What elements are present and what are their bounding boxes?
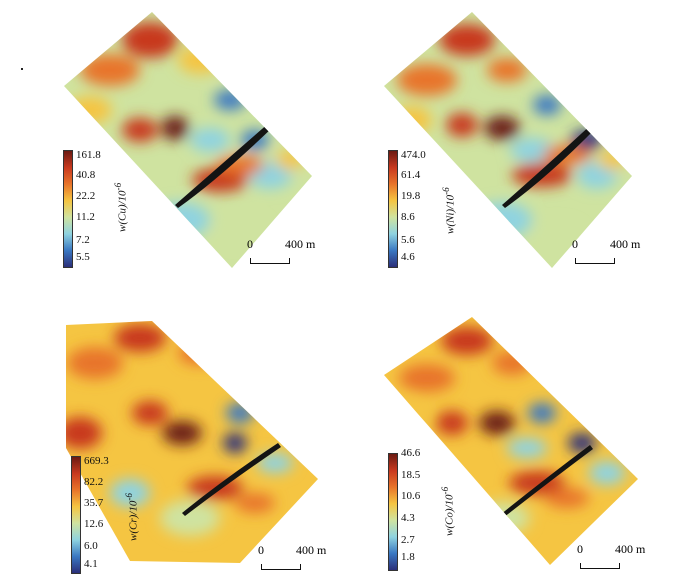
co-tick-3: 10.6 [401, 490, 421, 502]
panel-cr: 669.3 82.2 35.7 12.6 6.0 4.1 w(Cr)/10-6 … [0, 293, 341, 586]
cr-colorbar [71, 456, 81, 574]
cr-tick-3: 35.7 [84, 497, 104, 509]
ni-tick-4: 8.6 [401, 211, 415, 223]
panel-cu: 161.8 40.8 22.2 11.2 7.2 5.5 w(Cu)/10-6 … [0, 0, 341, 293]
cr-tick-2: 82.2 [84, 476, 104, 488]
stray-dot [21, 68, 23, 70]
ni-colorbar [388, 150, 398, 268]
cu-tick-3: 22.2 [76, 190, 96, 202]
cu-tick-5: 7.2 [76, 234, 90, 246]
cu-tick-1: 161.8 [76, 149, 101, 161]
cu-colorbar-title: w(Cu)/10-6 [113, 182, 129, 232]
co-colorbar-title: w(Co)/10-6 [440, 486, 456, 536]
ni-tick-3: 19.8 [401, 190, 421, 202]
cu-colorbar [63, 150, 73, 268]
cr-colorbar-title: w(Cr)/10-6 [124, 493, 140, 541]
ni-tick-6: 4.6 [401, 251, 415, 263]
ni-tick-5: 5.6 [401, 234, 415, 246]
co-tick-4: 4.3 [401, 512, 415, 524]
cu-tick-4: 11.2 [76, 211, 95, 223]
ni-colorbar-title: w(Ni)/10-6 [441, 187, 457, 234]
cu-tick-6: 5.5 [76, 251, 90, 263]
panel-co: 46.6 18.5 10.6 4.3 2.7 1.8 w(Co)/10-6 0 … [342, 293, 683, 586]
cr-tick-6: 4.1 [84, 558, 98, 570]
co-anomaly-map [384, 317, 638, 565]
co-colorbar [388, 453, 398, 571]
cu-tick-2: 40.8 [76, 169, 96, 181]
cr-anomaly-map [66, 321, 318, 563]
cr-tick-4: 12.6 [84, 518, 104, 530]
co-tick-1: 46.6 [401, 447, 421, 459]
cr-tick-1: 669.3 [84, 455, 109, 467]
ni-tick-2: 61.4 [401, 169, 421, 181]
panel-ni: 474.0 61.4 19.8 8.6 5.6 4.6 w(Ni)/10-6 0… [342, 0, 683, 293]
co-tick-6: 1.8 [401, 551, 415, 563]
cr-tick-5: 6.0 [84, 540, 98, 552]
ni-tick-1: 474.0 [401, 149, 426, 161]
co-tick-5: 2.7 [401, 534, 415, 546]
ni-anomaly-map [384, 12, 632, 268]
co-tick-2: 18.5 [401, 469, 421, 481]
cu-anomaly-map [64, 12, 312, 268]
